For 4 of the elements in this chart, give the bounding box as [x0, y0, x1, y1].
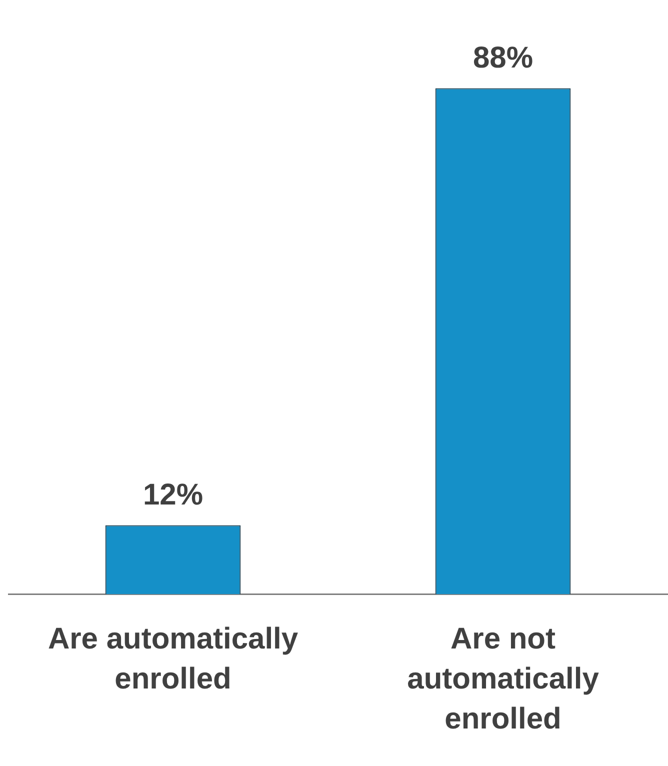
x-tick-label: Are automatically enrolled	[48, 622, 298, 696]
x-tick-label: Are not automatically enrolled	[407, 622, 600, 736]
data-label: 88%	[472, 42, 534, 75]
data-label: 12%	[142, 478, 204, 512]
